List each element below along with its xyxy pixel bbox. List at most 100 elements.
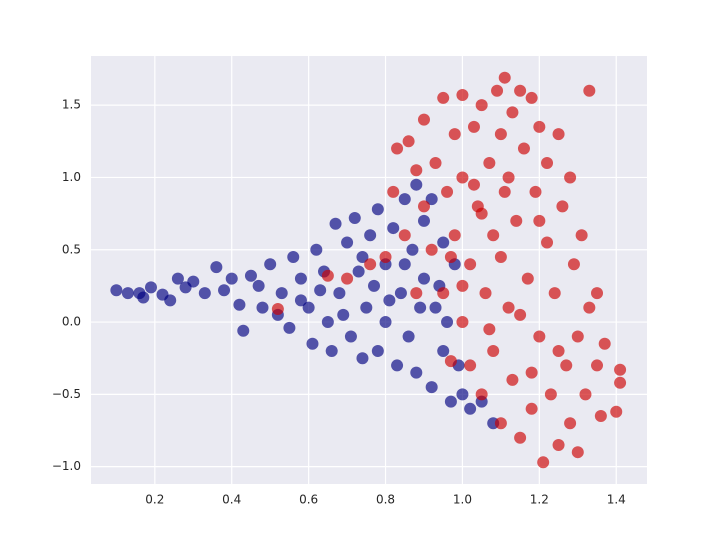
point (110, 284, 123, 297)
x-tick-label: 0.2 (145, 493, 164, 507)
point (525, 91, 538, 104)
point (321, 269, 334, 282)
point (475, 388, 488, 401)
point (487, 229, 500, 242)
point (256, 301, 269, 314)
point (314, 284, 327, 297)
point (456, 316, 469, 329)
point (410, 178, 423, 191)
point (533, 120, 546, 133)
point (356, 250, 369, 263)
point (321, 316, 334, 329)
point (575, 229, 588, 242)
point (437, 91, 450, 104)
point (271, 303, 284, 316)
point (556, 200, 569, 213)
x-tick-label: 0.4 (222, 493, 241, 507)
point (398, 258, 411, 271)
point (144, 281, 157, 294)
point (448, 128, 461, 141)
point (417, 214, 430, 227)
point (356, 352, 369, 365)
point (398, 193, 411, 206)
point (456, 279, 469, 292)
point (456, 388, 469, 401)
point (583, 301, 596, 314)
point (541, 157, 554, 169)
point (591, 287, 604, 300)
point (398, 229, 411, 242)
point (591, 359, 604, 372)
point (341, 272, 354, 285)
point (467, 178, 480, 191)
point (406, 243, 419, 256)
point (364, 258, 377, 271)
point (483, 157, 496, 169)
point (487, 344, 500, 357)
point (444, 355, 457, 368)
point (218, 284, 231, 297)
point (429, 301, 442, 314)
point (187, 275, 200, 288)
point (437, 236, 450, 249)
point (164, 294, 177, 307)
point (425, 193, 438, 206)
point (364, 229, 377, 242)
point (517, 142, 530, 155)
y-tick-label: 0.5 (62, 242, 81, 256)
point (429, 157, 442, 169)
point (479, 287, 492, 300)
point (306, 337, 319, 350)
point (275, 287, 288, 300)
point (310, 243, 323, 256)
point (552, 344, 565, 357)
point (437, 287, 450, 300)
point (614, 363, 627, 376)
point (548, 287, 561, 300)
point (494, 250, 507, 263)
point (529, 185, 542, 198)
point (610, 405, 623, 418)
point (425, 243, 438, 256)
point (444, 395, 457, 408)
point (514, 84, 527, 97)
point (502, 171, 515, 184)
point (379, 316, 392, 329)
point (121, 287, 134, 300)
point (494, 128, 507, 141)
point (417, 272, 430, 285)
point (571, 330, 584, 343)
point (552, 128, 565, 141)
point (225, 272, 238, 285)
y-tick-label: −0.5 (52, 387, 81, 401)
point (425, 381, 438, 394)
point (441, 316, 454, 329)
point (533, 214, 546, 227)
point (383, 294, 396, 307)
point (571, 446, 584, 459)
point (410, 287, 423, 300)
point (448, 229, 461, 242)
point (564, 417, 577, 430)
point (506, 106, 519, 119)
point (467, 120, 480, 133)
point (348, 211, 361, 224)
point (137, 291, 150, 304)
point (464, 359, 477, 372)
point (583, 84, 596, 97)
point (498, 185, 511, 198)
point (264, 258, 277, 271)
point (329, 217, 342, 230)
point (402, 135, 415, 148)
point (171, 272, 184, 285)
point (391, 142, 404, 155)
point (387, 222, 400, 235)
point (233, 298, 246, 311)
point (594, 410, 607, 423)
point (210, 261, 223, 274)
point (567, 258, 580, 271)
x-tick-label: 1.0 (453, 493, 472, 507)
point (441, 185, 454, 198)
point (294, 294, 307, 307)
